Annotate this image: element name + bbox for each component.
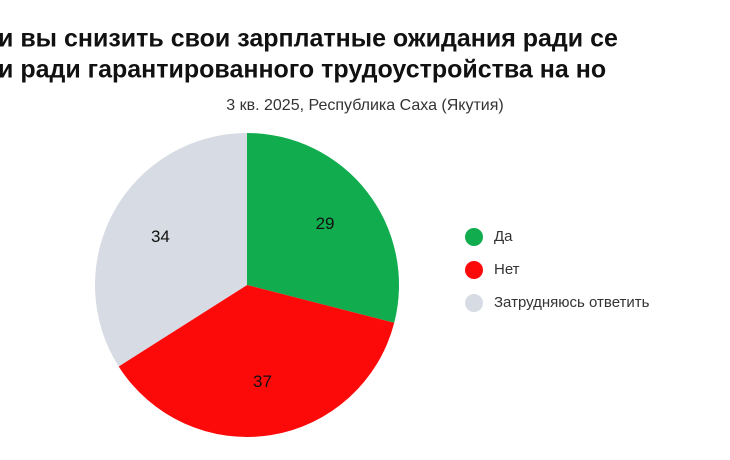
pie-slice	[118, 285, 395, 437]
legend-label: Нет	[494, 261, 520, 278]
data-label: 34	[151, 227, 170, 246]
legend-marker	[465, 294, 483, 312]
data-label: 29	[316, 214, 335, 233]
data-label: 37	[253, 372, 272, 391]
chart-title: и вы снизить свои зарплатные ожидания ра…	[0, 25, 618, 53]
pie-slice	[247, 133, 399, 323]
chart-title: и ради гарантированного трудоустройства …	[0, 56, 606, 84]
chart-subtitle: 3 кв. 2025, Республика Саха (Якутия)	[226, 97, 503, 114]
pie-slice	[94, 133, 247, 367]
legend-label: Затрудняюсь ответить	[494, 294, 650, 311]
legend-label: Да	[494, 228, 513, 245]
legend-marker	[465, 228, 483, 246]
legend-marker	[465, 261, 483, 279]
